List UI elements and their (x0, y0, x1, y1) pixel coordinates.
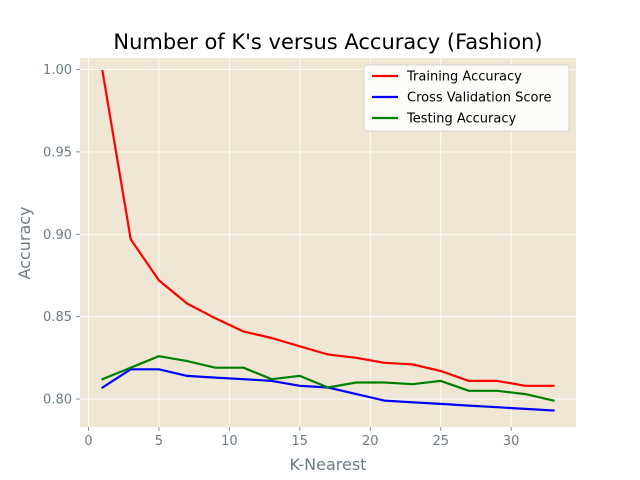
legend-label: Testing Accuracy (406, 112, 516, 127)
legend: Training Accuracy Cross Validation Score T… (363, 64, 570, 132)
chart-title: Number of K's versus Accuracy (Fashion) (113, 30, 542, 54)
y-tick-label: 0.95 (43, 145, 72, 160)
ticks: 0 5 10 15 20 25 30 0.80 0.85 0.90 0.95 1.00 (43, 63, 519, 449)
x-tick-label: 30 (503, 434, 520, 449)
x-tick-label: 10 (221, 434, 238, 449)
y-tick-label: 0.90 (43, 228, 72, 243)
series-line-0 (101, 69, 555, 387)
x-tick-label: 5 (155, 434, 163, 449)
series-line-2 (101, 355, 555, 402)
x-tick-label: 25 (432, 434, 449, 449)
series-lines (100, 69, 555, 412)
x-tick-label: 15 (292, 434, 309, 449)
y-tick-label: 1.00 (43, 63, 72, 78)
x-tick-label: 0 (84, 434, 92, 449)
legend-box (363, 64, 570, 132)
y-tick-label: 0.85 (43, 310, 72, 325)
grid (80, 58, 576, 427)
legend-label: Cross Validation Score (407, 91, 552, 106)
x-tick-label: 20 (362, 434, 379, 449)
x-axis-label: K-Nearest (290, 455, 367, 474)
y-tick-label: 0.80 (43, 392, 72, 407)
y-axis-label: Accuracy (15, 206, 34, 279)
legend-label: Training Accuracy (406, 70, 522, 85)
